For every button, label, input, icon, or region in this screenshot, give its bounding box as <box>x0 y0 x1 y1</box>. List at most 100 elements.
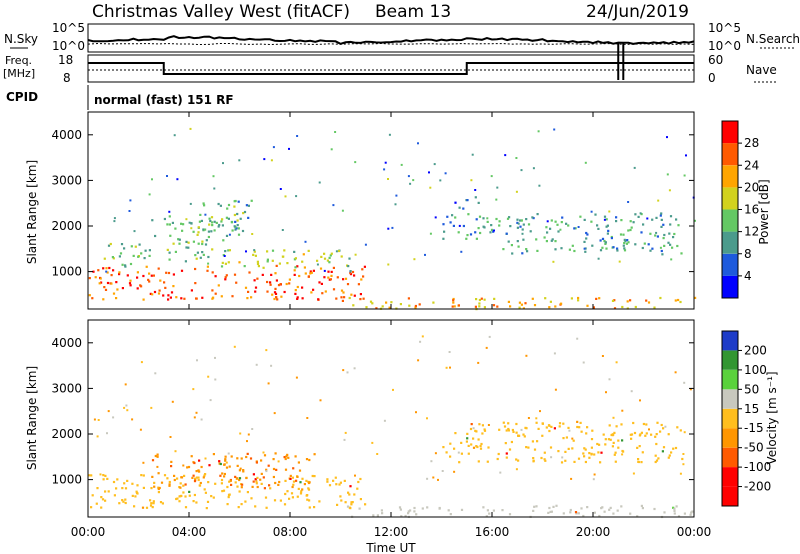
heatmap-cell <box>247 290 250 293</box>
x-tick-label: 00:00 <box>71 525 106 539</box>
heatmap-cell <box>337 249 340 253</box>
heatmap-cell <box>545 226 548 229</box>
heatmap-cell <box>608 424 611 427</box>
heatmap-cell <box>679 300 682 304</box>
heatmap-cell <box>142 274 145 278</box>
heatmap-cell <box>486 220 489 223</box>
heatmap-cell <box>260 472 263 475</box>
heatmap-cell <box>588 452 591 455</box>
x-tick-label: 08:00 <box>273 525 308 539</box>
heatmap-cell <box>661 253 664 256</box>
heatmap-cell <box>608 210 611 213</box>
heatmap-cell <box>152 500 155 503</box>
heatmap-cell <box>270 364 273 367</box>
heatmap-cell <box>137 255 140 258</box>
heatmap-cell <box>130 245 133 248</box>
heatmap-cell <box>226 485 229 489</box>
nave-tick-top: 60 <box>708 53 723 67</box>
heatmap-cell <box>151 293 154 296</box>
heatmap-cell <box>671 246 674 249</box>
x-tick-label: 04:00 <box>172 525 207 539</box>
heatmap-cell <box>157 292 161 295</box>
heatmap-cell <box>516 226 519 229</box>
heatmap-cell <box>578 426 581 429</box>
heatmap-cell <box>286 262 289 265</box>
heatmap-cell <box>241 483 244 486</box>
heatmap-cell <box>292 467 295 470</box>
heatmap-cell <box>583 218 586 221</box>
heatmap-cell <box>583 447 586 450</box>
heatmap-cell <box>487 446 490 449</box>
heatmap-cell <box>556 223 559 226</box>
heatmap-cell <box>554 305 557 308</box>
heatmap-cell <box>153 290 157 294</box>
heatmap-cell <box>99 277 102 280</box>
heatmap-cell <box>573 249 576 253</box>
heatmap-cell <box>479 447 483 450</box>
heatmap-cell <box>237 506 240 509</box>
heatmap-cell <box>255 363 258 366</box>
heatmap-cell <box>178 242 181 245</box>
heatmap-cell <box>515 468 518 471</box>
heatmap-cell <box>228 465 231 468</box>
heatmap-cell <box>601 246 604 249</box>
heatmap-cell <box>571 447 574 450</box>
velocity-colorbar-ticks: -200 -100 -50 -15 15 50 100 200 <box>738 343 771 494</box>
heatmap-cell <box>659 296 662 300</box>
heatmap-cell <box>272 146 275 149</box>
heatmap-cell <box>557 230 560 233</box>
nave-tick-bottom: 0 <box>708 71 716 85</box>
heatmap-cell <box>655 459 659 462</box>
heatmap-cell <box>212 296 215 299</box>
heatmap-cell <box>594 213 597 216</box>
heatmap-cell <box>94 276 97 279</box>
heatmap-cell <box>527 417 530 419</box>
heatmap-cell <box>115 281 118 284</box>
heatmap-cell <box>478 423 481 426</box>
heatmap-cell <box>221 218 224 221</box>
heatmap-cell <box>233 205 236 208</box>
heatmap-cell <box>634 213 637 216</box>
colorbar-block <box>722 165 738 188</box>
heatmap-cell <box>253 250 256 253</box>
heatmap-cell <box>451 305 454 308</box>
heatmap-cell <box>156 465 159 468</box>
heatmap-cell <box>323 269 326 272</box>
heatmap-cell <box>270 159 273 162</box>
heatmap-cell <box>609 438 612 441</box>
heatmap-cell <box>462 224 465 228</box>
heatmap-cell <box>251 485 254 488</box>
heatmap-cell <box>486 217 489 220</box>
heatmap-cell <box>660 218 663 221</box>
heatmap-cell <box>168 210 171 213</box>
heatmap-cell <box>584 448 587 451</box>
heatmap-cell <box>489 231 492 234</box>
heatmap-cell <box>454 432 457 435</box>
heatmap-cell <box>627 201 630 203</box>
heatmap-cell <box>465 237 468 240</box>
heatmap-cell <box>330 274 333 277</box>
heatmap-cell <box>191 476 194 479</box>
colorbar-tick-label: -100 <box>744 460 771 474</box>
heatmap-cell <box>308 506 311 509</box>
heatmap-cell <box>335 250 338 253</box>
heatmap-cell <box>304 240 307 243</box>
heatmap-cell <box>183 297 186 300</box>
nave-label: Nave <box>746 63 777 77</box>
heatmap-cell <box>607 229 610 232</box>
heatmap-cell <box>680 252 683 255</box>
heatmap-cell <box>518 306 521 309</box>
heatmap-cell <box>554 240 557 243</box>
heatmap-cell <box>157 472 160 475</box>
heatmap-cell <box>433 163 436 166</box>
heatmap-cell <box>140 252 143 255</box>
heatmap-cell <box>141 506 145 509</box>
heatmap-cell <box>613 453 616 456</box>
heatmap-cell <box>227 203 231 207</box>
heatmap-cell <box>550 510 553 513</box>
heatmap-cell <box>145 506 149 509</box>
heatmap-cell <box>646 217 649 220</box>
heatmap-cell <box>421 335 424 338</box>
heatmap-cell <box>668 189 671 192</box>
heatmap-cell <box>301 260 304 263</box>
